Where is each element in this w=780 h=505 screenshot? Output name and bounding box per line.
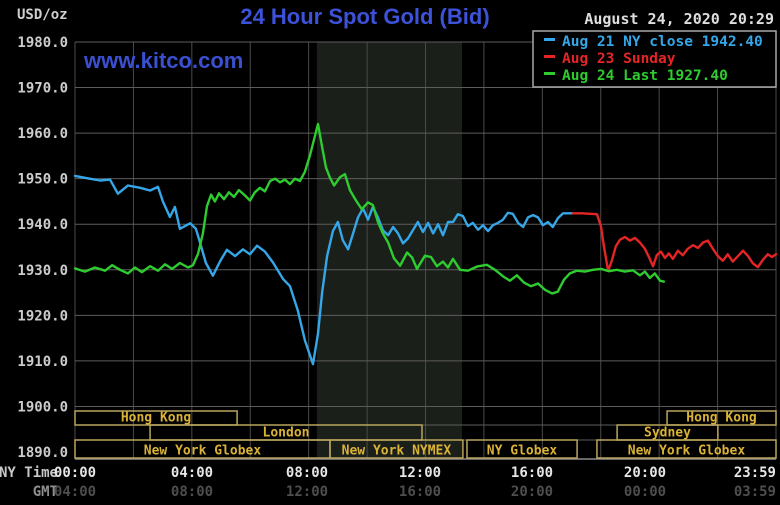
session-label: Hong Kong: [686, 411, 756, 426]
legend-item-label: Aug 21 NY close 1942.40: [562, 34, 763, 50]
price-axis-label: 1920.0: [17, 308, 68, 324]
time-axis-label-ny: 00:00: [54, 465, 96, 481]
time-axis-label-ny: 08:00: [286, 465, 328, 481]
time-axis-label-gmt: 04:00: [54, 484, 96, 500]
time-axis-label-ny: 12:00: [399, 465, 441, 481]
session-box: [329, 439, 464, 459]
time-axis-label-gmt: 20:00: [511, 484, 553, 500]
legend-box: [532, 30, 777, 88]
price-axis-label: 1980.0: [17, 35, 68, 51]
chart-datetime: August 24, 2020 20:29: [584, 10, 774, 28]
legend-item-label: Aug 23 Sunday: [562, 51, 676, 67]
session-label: New York NYMEX: [342, 444, 452, 459]
legend-dash-icon: [544, 55, 555, 58]
series-line-0: [73, 174, 575, 366]
time-axis-label-ny: 04:00: [171, 465, 213, 481]
session-box: [666, 410, 777, 426]
price-axis-label: 1970.0: [17, 81, 68, 97]
session-box: [466, 439, 578, 459]
kitco-watermark: www.kitco.com: [84, 48, 244, 73]
session-box: [596, 439, 777, 459]
time-axis-label-gmt: 12:00: [286, 484, 328, 500]
price-axis-label: 1890.0: [17, 445, 68, 461]
legend-dash-icon: [544, 38, 555, 41]
legend-item-label: Aug 24 Last 1927.40: [562, 68, 728, 84]
time-axis-label-ny: 20:00: [624, 465, 666, 481]
time-axis-label-gmt: 16:00: [399, 484, 441, 500]
price-axis-label: 1910.0: [17, 354, 68, 370]
session-label: London: [263, 426, 310, 441]
session-label: Hong Kong: [121, 411, 191, 426]
ny-time-caption: NY Time: [0, 465, 58, 481]
gmt-caption: GMT: [33, 484, 58, 500]
time-axis-label-gmt: 08:00: [171, 484, 213, 500]
time-axis-label-ny: 16:00: [511, 465, 553, 481]
session-label: New York Globex: [628, 444, 746, 459]
price-axis-label: 1950.0: [17, 172, 68, 188]
page-title: 24 Hour Spot Gold (Bid): [240, 4, 490, 29]
price-units-label: USD/oz: [17, 7, 68, 23]
price-axis-label: 1940.0: [17, 217, 68, 233]
series-line-2: [73, 122, 665, 295]
session-label: New York Globex: [144, 444, 262, 459]
time-axis-label-gmt: 00:00: [624, 484, 666, 500]
price-axis-label: 1960.0: [17, 126, 68, 142]
series-line-1: [571, 212, 778, 272]
price-axis-label: 1900.0: [17, 399, 68, 415]
session-label: NY Globex: [487, 444, 558, 459]
session-label: Sydney: [644, 426, 691, 441]
time-axis-label-gmt: 03:59: [734, 484, 776, 500]
legend-dash-icon: [544, 72, 555, 75]
time-axis-label-ny: 23:59: [734, 465, 776, 481]
price-axis-label: 1930.0: [17, 263, 68, 279]
shaded-band: [316, 42, 463, 459]
